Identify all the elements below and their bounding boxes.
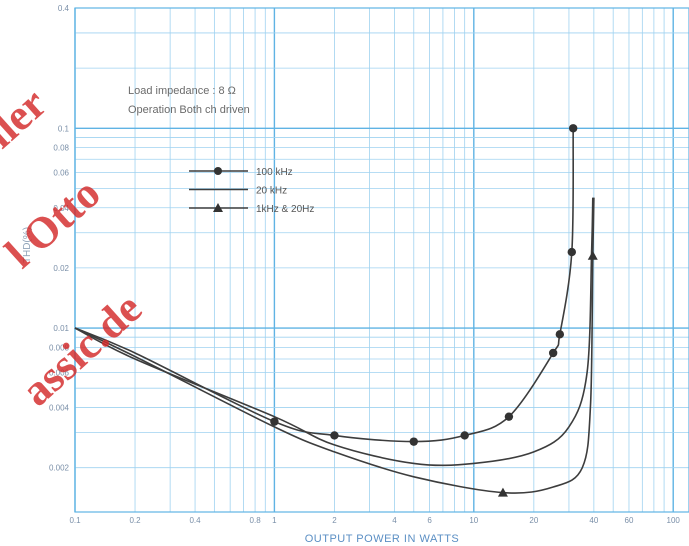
watermark-line-1: ller xyxy=(0,79,56,158)
x-axis-label: OUTPUT POWER IN WATTS xyxy=(305,533,460,545)
x-tick-label: 4 xyxy=(392,516,397,525)
series-line-1 xyxy=(74,197,594,467)
legend-label-1: 20 kHz xyxy=(256,186,287,197)
data-point-100khz xyxy=(567,247,576,257)
legend-label-0: 100 kHz xyxy=(256,167,293,178)
y-tick-label: 0.08 xyxy=(53,144,69,153)
load-impedance-note: Load impedance : 8 Ω xyxy=(128,85,236,97)
series-line-2 xyxy=(74,197,595,494)
legend-label-2: 1kHz & 20Hz xyxy=(256,204,314,215)
y-tick-label: 0.008 xyxy=(49,343,70,352)
legend-marker-triangle xyxy=(213,203,223,212)
y-tick-label: 0.004 xyxy=(49,404,70,413)
data-point-100khz xyxy=(409,437,418,446)
x-tick-label: 0.4 xyxy=(189,516,201,525)
legend: 100 kHz 20 kHz 1kHz & 20Hz xyxy=(189,167,314,215)
grid xyxy=(74,7,689,513)
x-tick-label: 10 xyxy=(469,516,478,525)
markers xyxy=(270,124,598,497)
x-tick-label: 1 xyxy=(272,516,277,525)
data-point-1khz-20hz xyxy=(497,487,508,497)
data-point-1khz-20hz xyxy=(587,250,598,260)
y-tick-labels: 0.4 0.1 0.08 0.06 0.04 0.02 0.01 0.008 0.006 0.00… xyxy=(49,4,70,473)
watermark-line-3: assic.de xyxy=(12,283,151,415)
data-point-100khz xyxy=(460,431,469,440)
data-point-100khz xyxy=(504,412,514,421)
y-tick-label: 0.06 xyxy=(53,169,69,178)
x-tick-label: 20 xyxy=(529,516,538,525)
x-tick-label: 100 xyxy=(667,516,681,525)
y-tick-label: 0.4 xyxy=(58,4,70,13)
data-point-100khz xyxy=(555,330,565,339)
watermark-line-2: l Otto xyxy=(0,168,110,277)
x-tick-label: 0.2 xyxy=(129,516,141,525)
x-tick-label: 40 xyxy=(589,516,598,525)
y-tick-label: 0.02 xyxy=(53,264,69,273)
x-tick-labels: 0.1 0.2 0.4 0.8 1 2 4 6 10 20 40 60 100 xyxy=(69,516,680,525)
data-point-100khz xyxy=(330,431,339,440)
y-tick-label: 0.1 xyxy=(58,124,70,133)
y-tick-label: 0.04 xyxy=(53,204,69,213)
y-tick-label: 0.006 xyxy=(49,368,70,377)
y-axis-label: THD(%) xyxy=(22,227,33,263)
series-line-0 xyxy=(74,128,575,443)
y-tick-label: 0.002 xyxy=(49,464,70,473)
x-tick-label: 0.8 xyxy=(250,516,262,525)
y-tick-label: 0.01 xyxy=(53,324,69,333)
plot-frame xyxy=(74,7,689,513)
data-point-100khz xyxy=(568,124,578,133)
x-tick-label: 6 xyxy=(427,516,432,525)
operation-note: Operation Both ch driven xyxy=(128,104,250,116)
data-point-100khz xyxy=(270,417,279,426)
x-tick-label: 60 xyxy=(625,516,634,525)
data-point-100khz xyxy=(548,348,558,358)
x-tick-label: 0.1 xyxy=(69,516,81,525)
x-tick-label: 2 xyxy=(332,516,337,525)
legend-marker-circle xyxy=(214,167,222,175)
